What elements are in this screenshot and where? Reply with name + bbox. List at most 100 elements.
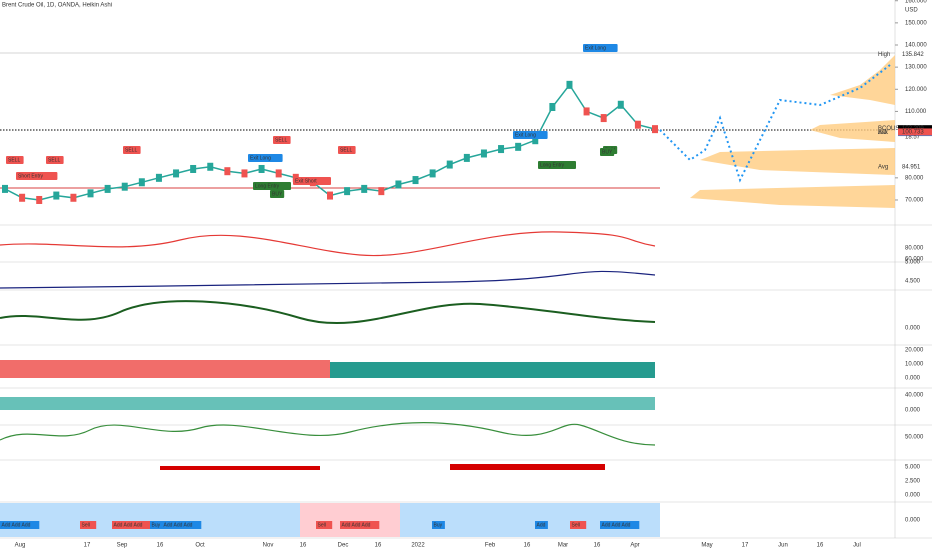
signal-label: Exit Long: [250, 155, 271, 161]
signal-badge: [16, 172, 58, 180]
signal-label: Long Entry: [255, 183, 280, 189]
candle: [224, 167, 231, 176]
candle: [600, 114, 607, 123]
signal-label: SELL: [48, 157, 60, 163]
candle: [617, 100, 624, 109]
signal-badge: [600, 148, 615, 156]
candle: [344, 187, 351, 196]
badge-tag: Bid: [878, 130, 887, 136]
sub-tick-label: 20.000: [905, 348, 924, 354]
bottom-badge: [570, 521, 587, 529]
candle: [634, 120, 641, 129]
sub-tick-label: 0.000: [905, 408, 921, 414]
sub-tick-label: 2.500: [905, 479, 921, 485]
badge-tag: Avg: [878, 164, 888, 170]
bottom-badge: [150, 521, 163, 529]
x-tick-label: 16: [375, 543, 382, 549]
candle: [652, 125, 658, 134]
x-tick-label: 16: [524, 543, 531, 549]
candle: [104, 184, 111, 193]
price-tick-label: 110.000: [905, 109, 927, 115]
signal-label: Exit Short: [295, 178, 317, 184]
candle: [275, 169, 282, 178]
signal-label: SELL: [275, 137, 287, 143]
sub-tick-label: 0.000: [905, 326, 921, 332]
bottom-pane-red: [300, 503, 400, 537]
countdown: 18:57: [905, 135, 921, 141]
signal-label: SELL: [8, 157, 20, 163]
candle: [395, 180, 402, 189]
candle: [258, 164, 265, 173]
sub-tick-label: 5.000: [905, 260, 921, 266]
candle: [53, 191, 60, 200]
badge-label: 135.842: [902, 52, 924, 58]
sub-tick-label: 0.000: [905, 493, 921, 499]
sub-tick-label: 50.000: [905, 435, 924, 441]
signal-label: BUY: [602, 149, 613, 155]
x-tick-label: Mar: [558, 543, 568, 549]
candle: [19, 193, 26, 202]
candle: [155, 173, 162, 182]
price-tick-label: 80.000: [905, 175, 924, 181]
bottom-label: Buy: [152, 522, 161, 528]
histogram-band: [0, 360, 330, 378]
candle: [138, 178, 145, 187]
signal-label: SELL: [125, 147, 137, 153]
price-tick-label: 150.000: [905, 20, 927, 26]
candle: [207, 162, 214, 171]
badge: [898, 163, 932, 171]
price-tick-label: 70.000: [905, 198, 924, 204]
bottom-badge: [432, 521, 445, 529]
x-tick-label: Apr: [630, 543, 639, 549]
bottom-label: Sell: [572, 522, 580, 528]
bottom-label: Sell: [82, 522, 90, 528]
signal-label: Long Entry: [540, 162, 565, 168]
badge-tag: Ask: [878, 130, 889, 136]
x-tick-label: Dec: [338, 543, 349, 549]
candle: [327, 191, 333, 200]
candle: [429, 169, 436, 178]
signal-badge: [513, 131, 548, 139]
x-tick-label: Jul: [853, 543, 861, 549]
chart-title: Brent Crude Oil, 1D, OANDA, Heikin Ashi: [2, 3, 112, 9]
red-blocks: [160, 466, 320, 470]
badge: [898, 50, 932, 58]
x-tick-label: 16: [594, 543, 601, 549]
signal-label: BUY: [272, 191, 283, 197]
bottom-label: Add: [537, 522, 546, 528]
x-tick-label: Oct: [195, 543, 205, 549]
candle: [515, 142, 522, 151]
x-tick-label: 17: [742, 543, 749, 549]
sub-tick-label: 5.000: [905, 465, 921, 471]
signal-badge: [538, 161, 576, 169]
candle: [70, 193, 77, 202]
price-tick-label: 160.000: [905, 0, 927, 4]
red-blocks: [450, 464, 605, 470]
bottom-badge: [340, 521, 380, 529]
candle: [566, 80, 573, 89]
x-tick-label: 16: [157, 543, 164, 549]
badge-label: 84.951: [902, 164, 921, 170]
signal-badge: [6, 156, 24, 164]
bottom-badge: [535, 521, 548, 529]
signal-badge: [123, 146, 141, 154]
badge-tag: BCOUSD: [878, 126, 904, 132]
candle: [361, 184, 368, 193]
x-tick-label: 2022: [411, 543, 425, 549]
x-tick-label: Aug: [15, 543, 26, 549]
candle: [583, 107, 590, 116]
badge: [898, 128, 932, 136]
bottom-label: Buy: [434, 522, 443, 528]
candle: [241, 169, 248, 178]
osc-band: [0, 397, 655, 410]
sub-tick-label: 4.500: [905, 279, 921, 285]
bottom-label: Sell: [318, 522, 326, 528]
candle: [190, 164, 197, 173]
candle: [498, 145, 505, 154]
bottom-badge: [0, 521, 40, 529]
volume-profile: [690, 55, 895, 208]
bottom-label: Add Add Add: [342, 522, 371, 528]
signal-badge: [270, 190, 285, 198]
